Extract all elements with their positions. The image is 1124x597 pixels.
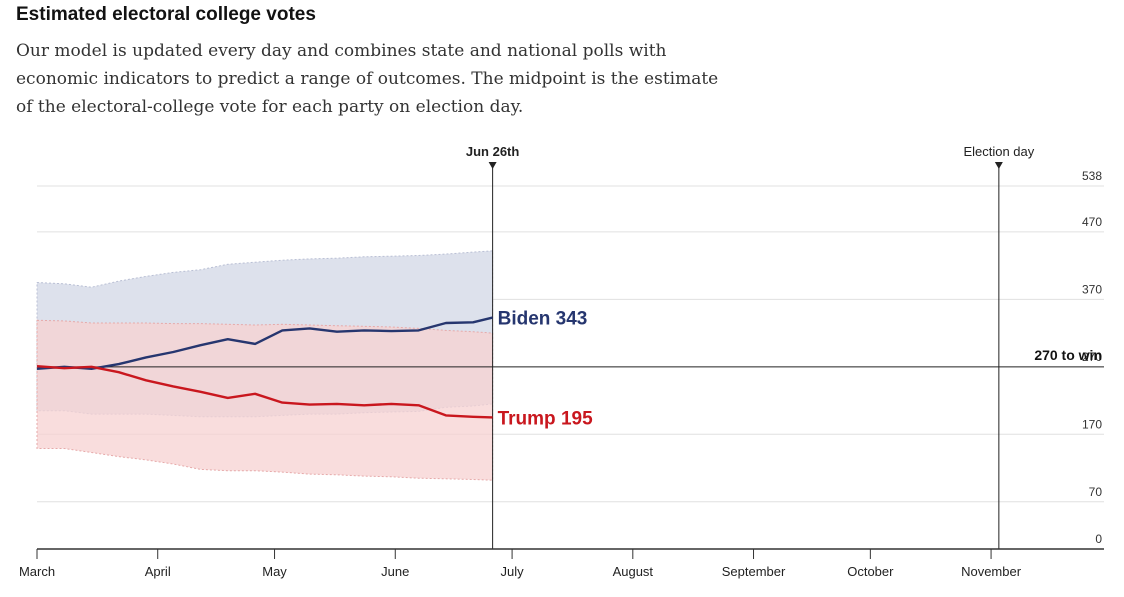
y-tick-label: 538 xyxy=(1082,169,1102,183)
trump-series-label: Trump 195 xyxy=(498,408,593,429)
y-tick-label: 470 xyxy=(1082,215,1102,229)
y-tick-label: 270 xyxy=(1082,350,1102,364)
chart-subtitle: Our model is updated every day and combi… xyxy=(16,41,719,117)
y-tick-label: 0 xyxy=(1095,532,1102,546)
date-markers xyxy=(37,162,1104,549)
y-tick-label: 170 xyxy=(1082,417,1102,431)
chart-title: Estimated electoral college votes xyxy=(16,4,316,25)
confidence-bands xyxy=(36,250,494,481)
biden-series-label: Biden 343 xyxy=(498,309,588,330)
x-tick-label: July xyxy=(501,564,525,579)
x-tick-label: May xyxy=(262,564,287,579)
trump-midpoint-line xyxy=(36,365,493,419)
trump-confidence-band xyxy=(36,319,494,481)
x-tick-label: September xyxy=(722,564,786,579)
threshold-label: 270 to win xyxy=(1034,347,1102,363)
x-tick-label: March xyxy=(19,564,55,579)
x-tick-label: November xyxy=(961,564,1022,579)
chart-labels: 0 70 170 270 370 470 538 270 to win Jun 26th Elec… xyxy=(19,144,1102,579)
x-tick-label: June xyxy=(381,564,409,579)
x-axis xyxy=(36,548,1104,559)
x-tick-label: August xyxy=(613,564,654,579)
x-tick-label: April xyxy=(145,564,171,579)
biden-midpoint-line xyxy=(36,316,493,370)
y-tick-label: 370 xyxy=(1082,282,1102,296)
date-marker-label: Election day xyxy=(963,144,1034,159)
date-marker-arrow xyxy=(994,162,1003,169)
y-tick-label: 70 xyxy=(1089,485,1103,499)
series-lines xyxy=(36,316,493,419)
date-marker-arrow xyxy=(488,162,497,169)
x-tick-label: October xyxy=(847,564,894,579)
date-marker-label: Jun 26th xyxy=(466,144,520,159)
